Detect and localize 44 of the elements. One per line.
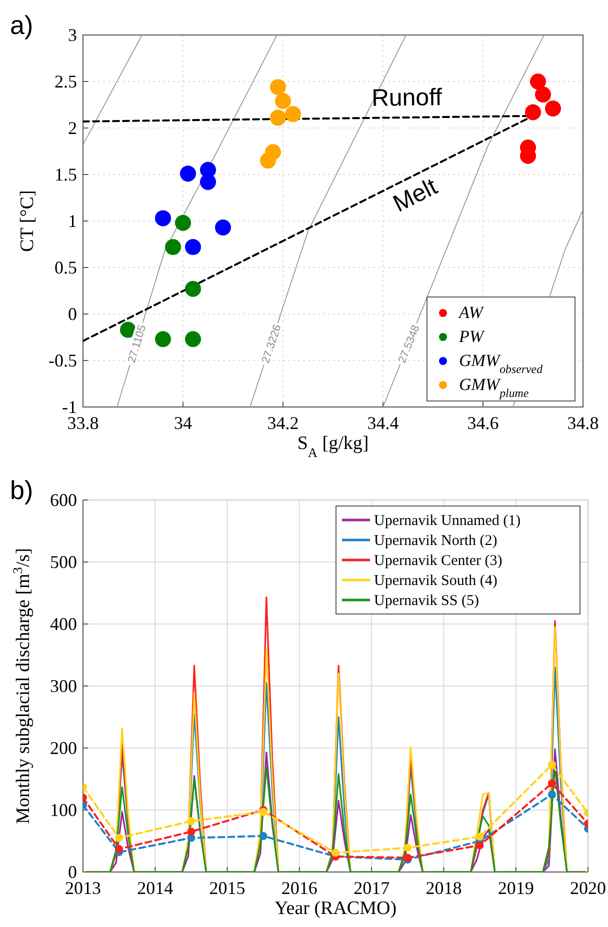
x-axis-title: Year (RACMO) [274, 898, 397, 919]
x-axis-title: S$_{A}$ [g/kg] [297, 433, 369, 460]
y-tick-label: 3 [68, 25, 77, 45]
y-axis-title: CT [°C] [17, 190, 38, 252]
x-tick-label: 2020 [570, 878, 606, 898]
legend-label: GMW$_{observed}$ [459, 351, 543, 376]
x-tick-label: 2017 [354, 878, 390, 898]
legend-label: Upernavik Unnamed (1) [374, 513, 521, 529]
legend-label: GMW$_{plume}$ [459, 375, 530, 400]
x-tick-label: 34.6 [467, 413, 499, 433]
x-tick-label: 34.8 [567, 413, 599, 433]
x-tick-label: 34.4 [367, 413, 399, 433]
y-tick-label: 1.5 [54, 164, 77, 184]
chart-title: a) [10, 10, 34, 40]
y-tick-label: 2 [68, 118, 77, 138]
y-tick-label: 200 [50, 738, 77, 758]
y-tick-label: 1 [68, 211, 77, 231]
legend-label: Upernavik SS (5) [374, 593, 479, 609]
x-tick-label: 2019 [498, 878, 534, 898]
legend-label: Upernavik South (4) [374, 573, 498, 589]
legend-label: Upernavik Center (3) [374, 553, 502, 569]
y-tick-label: -0.5 [48, 350, 77, 370]
legend-label: Upernavik North (2) [374, 533, 498, 549]
text: 27.3226 [260, 323, 284, 365]
x-tick-label: 2018 [426, 878, 462, 898]
text: 27.1105 [126, 324, 149, 364]
legend-label: PW [458, 327, 486, 346]
y-tick-label: 100 [50, 800, 77, 820]
legend-label: AW [458, 303, 485, 322]
x-tick-label: 34 [174, 413, 192, 433]
y-tick-label: 600 [50, 490, 77, 510]
chart-title: b) [10, 475, 34, 505]
y-tick-label: 0 [68, 304, 77, 324]
x-tick-label: 34.2 [267, 413, 299, 433]
y-tick-label: 0.5 [54, 258, 77, 278]
x-tick-label: 2014 [137, 878, 174, 898]
y-tick-label: 400 [50, 614, 77, 634]
x-tick-label: 2015 [209, 878, 246, 898]
x-tick-label: 2016 [281, 878, 318, 898]
y-tick-label: 2.5 [54, 72, 77, 92]
series-label: Runoff [371, 84, 442, 112]
text: Melt [388, 173, 442, 218]
y-tick-label: 500 [50, 552, 77, 572]
y-tick-label: 300 [50, 676, 77, 696]
